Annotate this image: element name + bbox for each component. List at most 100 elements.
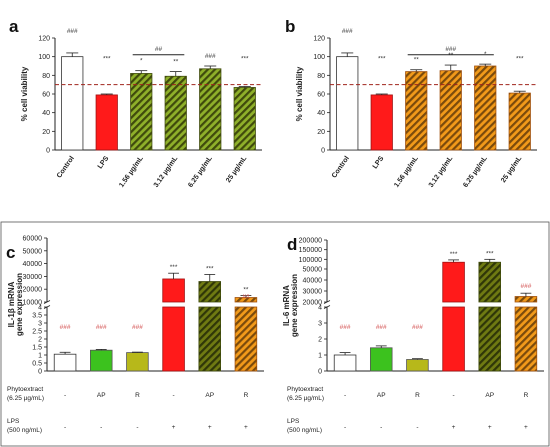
bar: [53, 353, 77, 372]
bar: [370, 94, 393, 151]
x-tick-label: 25 µg/mL: [225, 155, 249, 185]
significance-label: **: [414, 57, 420, 64]
bar-upper-segment: [198, 281, 221, 303]
lps-label: (500 ng/mL): [287, 427, 322, 434]
y-axis-label-line: IL-1β mRNA: [7, 281, 16, 327]
bar-lower-segment: [234, 306, 258, 372]
y-tick-label: 40: [317, 110, 325, 117]
y-tick-label: 40000: [303, 278, 323, 285]
y-tick-label: 20: [42, 129, 50, 136]
x-tick-label: 1.56 µg/mL: [393, 155, 420, 189]
bracket-label: ##: [155, 46, 163, 53]
phytoextract-label: Phytoextract: [7, 386, 43, 393]
lps-value: +: [208, 424, 212, 431]
y-tick-label: 200000: [299, 238, 322, 245]
significance-label: **: [448, 52, 454, 59]
significance-label: *: [140, 58, 143, 65]
y-tick-label: 0: [318, 369, 322, 376]
x-tick-label: Control: [331, 155, 351, 179]
phytoextract-value: AP: [377, 392, 386, 399]
bar-lower-segment: [198, 306, 221, 372]
lps-value: +: [244, 424, 248, 431]
y-tick-label: 2.5: [32, 329, 42, 336]
bar: [369, 347, 393, 372]
x-tick-label: 25 µg/mL: [500, 155, 524, 185]
y-axis-label-line: IL-6 mRNA: [282, 285, 291, 326]
significance-label-red: ###: [96, 324, 107, 331]
significance-label-red: ###: [340, 324, 351, 331]
bar: [164, 75, 187, 151]
bar: [439, 70, 462, 151]
y-axis-label: % cell viability: [295, 66, 304, 121]
y-tick-label: 2: [38, 337, 42, 344]
phytoextract-value: R: [135, 392, 140, 399]
phytoextract-label: (6.25 µg/mL): [287, 395, 324, 402]
bar-lower-segment: [442, 306, 465, 372]
y-tick-label: 4: [38, 305, 42, 312]
significance-label: ###: [342, 28, 353, 35]
y-tick-label: 3.5: [32, 313, 42, 320]
y-tick-label: 40: [42, 110, 50, 117]
y-tick-label: 30000: [303, 289, 323, 296]
y-tick-label: 2: [318, 337, 322, 344]
panel-letter: a: [9, 17, 19, 36]
y-tick-label: 60000: [23, 236, 43, 243]
y-tick-label: 10000: [23, 300, 43, 307]
significance-label: **: [173, 59, 179, 66]
bar-upper-segment: [478, 261, 501, 303]
x-tick-label: 3.12 µg/mL: [428, 155, 455, 189]
bottom-frame: [0, 221, 550, 447]
y-tick-label: 0.5: [32, 361, 42, 368]
panel-letter: c: [6, 243, 15, 262]
phytoextract-value: AP: [485, 392, 494, 399]
significance-label: ***: [378, 56, 386, 63]
phytoextract-value: -: [452, 392, 454, 399]
lps-value: -: [136, 424, 138, 431]
lps-value: +: [488, 424, 492, 431]
x-tick-label: 6.25 µg/mL: [187, 155, 214, 189]
bar: [333, 354, 357, 372]
y-tick-label: 60: [42, 92, 50, 99]
panel-letter: d: [287, 235, 297, 254]
lps-label: LPS: [287, 418, 300, 425]
significance-label: ###: [205, 53, 216, 60]
significance-label: ***: [206, 265, 214, 272]
y-tick-label: 150000: [299, 247, 322, 254]
bar-upper-segment: [514, 296, 538, 303]
y-tick-label: 60: [317, 92, 325, 99]
panel-b: b 0 20 40 60 80 100 120 % cell viability ### Contr…: [285, 17, 537, 189]
y-tick-label: 100: [38, 54, 50, 61]
bar: [508, 92, 531, 151]
lps-value: +: [452, 424, 456, 431]
y-tick-label: 1: [38, 353, 42, 360]
lps-value: +: [524, 424, 528, 431]
y-tick-label: 20: [317, 129, 325, 136]
panel-a: a 0 20 40 60 80 100 120 % cell viability ### Contr…: [9, 17, 262, 189]
bar: [405, 71, 428, 151]
significance-label-red: ###: [132, 324, 143, 331]
phytoextract-value: R: [524, 392, 529, 399]
significance-label: ###: [67, 28, 78, 35]
significance-label: ***: [170, 264, 178, 271]
x-tick-label: Control: [56, 155, 76, 179]
phytoextract-value: R: [415, 392, 420, 399]
y-tick-label: 50000: [23, 248, 43, 255]
y-tick-label: 20000: [303, 300, 323, 307]
bar: [233, 87, 256, 151]
y-tick-label: 40000: [23, 261, 43, 268]
phytoextract-value: -: [64, 392, 66, 399]
x-tick-label: 1.56 µg/mL: [118, 155, 145, 189]
panel-letter: b: [285, 17, 295, 36]
bar: [126, 352, 149, 372]
x-tick-label: 3.12 µg/mL: [153, 155, 180, 189]
y-axis-label: IL-1β mRNAgene expression: [7, 273, 24, 336]
y-tick-label: 80: [317, 73, 325, 80]
y-tick-label: 0: [46, 148, 50, 155]
bar: [95, 94, 118, 151]
significance-label-red: ###: [60, 324, 71, 331]
bar-lower-segment: [162, 306, 185, 372]
bar: [61, 56, 84, 151]
bar-lower-segment: [478, 306, 501, 372]
